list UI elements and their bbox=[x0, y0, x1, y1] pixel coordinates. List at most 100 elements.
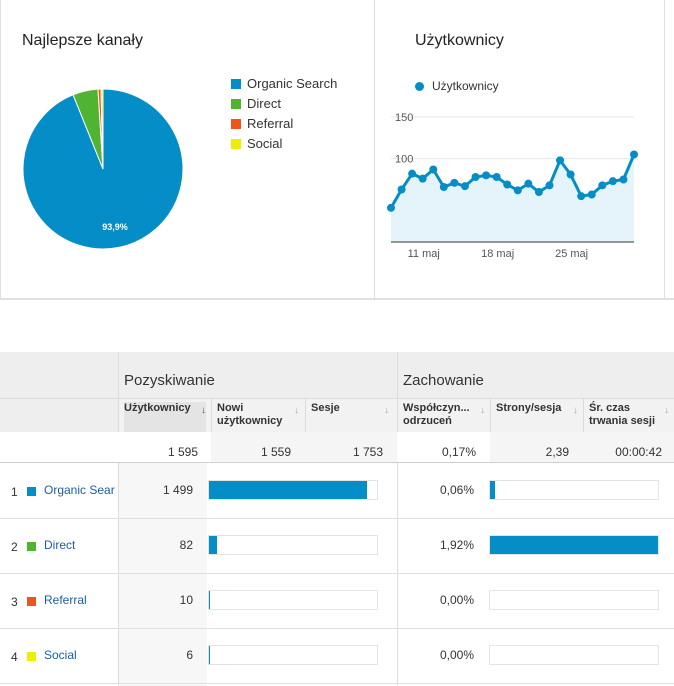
bounce-share-bar bbox=[489, 535, 659, 555]
data-point[interactable] bbox=[439, 183, 448, 191]
total-duration: 00:00:42 bbox=[615, 445, 662, 459]
users-col-bg bbox=[119, 463, 207, 686]
cell-bounce: 0,00% bbox=[439, 593, 474, 607]
bounce-share-bar bbox=[489, 480, 659, 500]
divider bbox=[118, 352, 119, 686]
y-tick-label: 150 bbox=[395, 112, 413, 124]
pie-slice-social[interactable] bbox=[100, 88, 104, 170]
channel-link[interactable]: Organic Sear bbox=[44, 483, 115, 497]
data-point[interactable] bbox=[566, 170, 575, 179]
header-users[interactable]: Użytkownicy ↓ bbox=[124, 402, 206, 432]
pie-legend-item[interactable]: Social bbox=[231, 136, 282, 151]
cell-bounce: 0,06% bbox=[439, 483, 474, 497]
data-point[interactable] bbox=[471, 173, 480, 181]
data-point[interactable] bbox=[587, 190, 596, 199]
y-tick-label: 100 bbox=[395, 154, 413, 166]
legend-swatch bbox=[231, 118, 241, 129]
line-card-title: Użytkownicy bbox=[415, 32, 504, 49]
card-divider bbox=[374, 0, 375, 300]
pie-legend-item[interactable]: Organic Search bbox=[231, 76, 337, 91]
sort-icon: ↓ bbox=[664, 405, 669, 416]
card-divider bbox=[0, 298, 674, 300]
data-point[interactable] bbox=[619, 175, 628, 184]
users-share-bar-fill bbox=[209, 481, 367, 499]
data-point[interactable] bbox=[460, 182, 469, 191]
data-point[interactable] bbox=[524, 179, 533, 188]
x-tick-label: 11 maj bbox=[408, 248, 440, 260]
total-users: 1 595 bbox=[167, 445, 198, 459]
legend-swatch bbox=[231, 138, 241, 149]
group-acquisition: Pozyskiwanie bbox=[124, 372, 215, 389]
cell-users: 6 bbox=[186, 648, 193, 662]
card-divider bbox=[0, 0, 1, 300]
line-legend: Użytkownicy bbox=[415, 79, 499, 93]
header-pages[interactable]: Strony/sesja ↓ bbox=[496, 402, 578, 416]
legend-dot-icon bbox=[415, 81, 424, 91]
data-point[interactable] bbox=[482, 171, 491, 180]
data-point[interactable] bbox=[556, 156, 565, 165]
row-divider bbox=[0, 683, 674, 684]
channel-color-swatch bbox=[27, 652, 36, 661]
data-point[interactable] bbox=[397, 185, 406, 194]
legend-label: Direct bbox=[247, 96, 281, 111]
data-point[interactable] bbox=[608, 177, 617, 186]
data-point[interactable] bbox=[418, 174, 427, 183]
data-point[interactable] bbox=[598, 181, 607, 190]
legend-swatch bbox=[231, 98, 241, 109]
totals-metrics-bg bbox=[211, 432, 397, 462]
data-point[interactable] bbox=[492, 173, 501, 181]
header-duration[interactable]: Śr. czas trwania sesji ↓ bbox=[589, 402, 669, 427]
header-new-users[interactable]: Nowi użytkownicy ↓ bbox=[217, 402, 299, 427]
channel-color-swatch bbox=[27, 487, 36, 496]
row-divider bbox=[0, 573, 674, 574]
pie-legend-item[interactable]: Referral bbox=[231, 116, 293, 131]
cell-users: 1 499 bbox=[162, 483, 193, 497]
cell-users: 82 bbox=[179, 538, 193, 552]
users-share-bar-fill bbox=[209, 591, 210, 609]
channel-link[interactable]: Direct bbox=[44, 538, 76, 552]
data-point[interactable] bbox=[577, 192, 586, 201]
legend-swatch bbox=[231, 78, 241, 89]
cell-users: 10 bbox=[179, 593, 193, 607]
channel-color-swatch bbox=[27, 597, 36, 606]
users-share-bar-fill bbox=[209, 646, 210, 664]
legend-label: Social bbox=[247, 136, 283, 151]
divider bbox=[397, 352, 398, 686]
divider bbox=[0, 462, 674, 463]
header-bounce[interactable]: Współczyn... odrzuceń ↓ bbox=[403, 402, 485, 427]
row-index: 3 bbox=[11, 595, 18, 609]
data-point[interactable] bbox=[429, 165, 438, 174]
row-index: 4 bbox=[11, 650, 18, 664]
legend-label: Referral bbox=[247, 116, 294, 131]
sort-icon: ↓ bbox=[294, 405, 299, 416]
data-point[interactable] bbox=[513, 186, 522, 195]
row-divider bbox=[0, 518, 674, 519]
data-point[interactable] bbox=[408, 169, 417, 178]
metrics-header-bg bbox=[118, 398, 674, 432]
users-share-bar-fill bbox=[209, 536, 218, 554]
row-index: 2 bbox=[11, 540, 18, 554]
divider bbox=[305, 398, 306, 462]
data-point[interactable] bbox=[387, 203, 395, 212]
pie-legend-item[interactable]: Direct bbox=[231, 96, 281, 111]
users-share-bar bbox=[208, 480, 378, 500]
divider bbox=[583, 398, 584, 462]
data-point[interactable] bbox=[503, 180, 512, 189]
row-index: 1 bbox=[11, 485, 18, 499]
divider bbox=[0, 398, 674, 399]
data-point[interactable] bbox=[630, 150, 638, 159]
users-share-bar bbox=[208, 590, 378, 610]
totals-metrics-bg bbox=[490, 432, 674, 462]
sort-desc-icon: ↓ bbox=[201, 405, 206, 416]
users-share-bar bbox=[208, 535, 378, 555]
divider bbox=[490, 398, 491, 462]
total-pages: 2,39 bbox=[545, 445, 569, 459]
x-tick-label: 18 maj bbox=[481, 248, 514, 260]
header-sessions[interactable]: Sesje ↓ bbox=[311, 402, 389, 416]
channel-link[interactable]: Social bbox=[44, 648, 77, 662]
channel-link[interactable]: Referral bbox=[44, 593, 87, 607]
data-point[interactable] bbox=[534, 188, 543, 196]
data-point[interactable] bbox=[545, 181, 554, 190]
data-point[interactable] bbox=[450, 178, 459, 187]
legend-label: Organic Search bbox=[247, 76, 338, 91]
